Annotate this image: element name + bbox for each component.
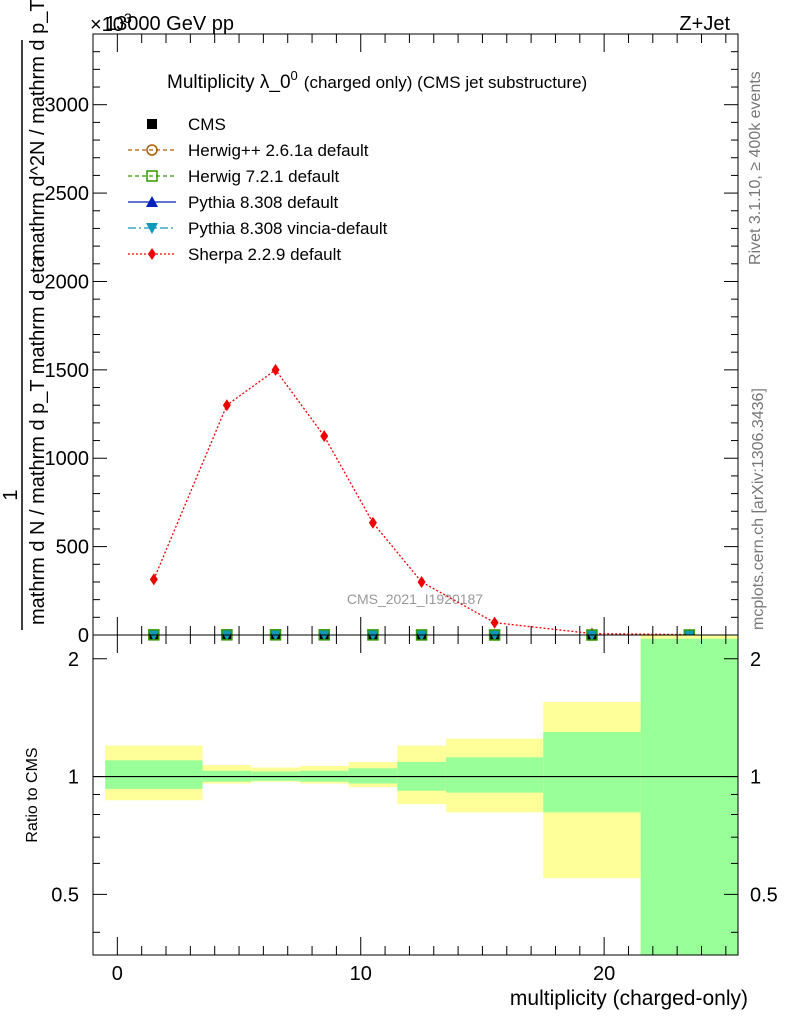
sherpa-point bbox=[490, 616, 499, 629]
ratio-y-tick-label-right: 1 bbox=[750, 767, 761, 789]
legend-marker bbox=[146, 144, 158, 156]
y-title-numerator: 1 bbox=[0, 489, 22, 500]
legend-marker bbox=[147, 119, 157, 129]
ratio-x-axis: 0 10 20 bbox=[92, 635, 727, 985]
main-y-tick-label: 3000 bbox=[45, 95, 90, 117]
legend-label: Pythia 8.308 vincia-default bbox=[188, 219, 388, 238]
ratio-x-tick-label: 20 bbox=[593, 963, 615, 985]
sherpa-point bbox=[320, 430, 329, 443]
legend-entry: CMS bbox=[147, 115, 226, 134]
legend-title: Multiplicity λ_00 (charged only) (CMS jet… bbox=[167, 68, 587, 93]
sherpa-point bbox=[149, 573, 158, 586]
ratio-y-axis: 0.5 0.5 1 1 2 2 bbox=[51, 649, 778, 933]
sherpa-point bbox=[417, 575, 426, 588]
sherpa-point bbox=[368, 516, 377, 529]
mcplots-label: mcplots.cern.ch [arXiv:1306.3436] bbox=[750, 388, 767, 630]
y-title-denominator: mathrm d N / mathrm d p_T mathrm d eta bbox=[27, 255, 49, 625]
main-y-tick-label: 1000 bbox=[45, 448, 90, 470]
ratio-y-tick-label-right: 2 bbox=[750, 649, 761, 671]
legend-marker bbox=[146, 196, 158, 207]
main-y-tick-label: 500 bbox=[56, 537, 89, 559]
legend-label: Pythia 8.308 default bbox=[188, 193, 339, 212]
legend: Multiplicity λ_00 (charged only) (CMS jet… bbox=[128, 68, 587, 264]
ratio-x-tick-label: 10 bbox=[350, 963, 372, 985]
legend-label: Sherpa 2.2.9 default bbox=[188, 245, 341, 264]
legend-marker bbox=[148, 248, 156, 260]
main-x-axis-ticks bbox=[92, 34, 727, 635]
process-title: 13000 GeV pp bbox=[105, 13, 234, 35]
legend-title-rest: (charged only) (CMS jet substructure) bbox=[304, 73, 587, 92]
ratio-stat-band bbox=[445, 757, 544, 793]
sherpa-line bbox=[153, 368, 690, 636]
ratio-stat-band bbox=[543, 731, 641, 813]
y-title-main: mathrm d^2N / mathrm d p_T mathrm d lamb… bbox=[27, 0, 49, 260]
legend-entry: Herwig 7.2.1 default bbox=[128, 167, 339, 186]
ratio-stat-band bbox=[348, 768, 398, 784]
ratio-y-tick-label: 1 bbox=[68, 767, 79, 789]
main-y-axis: 0 500 1000 1500 2000 2500 3000 bbox=[45, 33, 738, 647]
main-y-tick-label: 2500 bbox=[45, 183, 90, 205]
legend-entry: Pythia 8.308 vincia-default bbox=[128, 219, 388, 238]
main-y-tick-label: 1500 bbox=[45, 360, 90, 382]
ratio-y-tick-label: 2 bbox=[68, 649, 79, 671]
ratio-plot-frame bbox=[92, 634, 739, 956]
main-y-tick-label: 2000 bbox=[45, 271, 90, 293]
legend-marker bbox=[146, 223, 158, 234]
x-axis-title: multiplicity (charged-only) bbox=[510, 987, 748, 1010]
ratio-y-title: Ratio to CMS bbox=[24, 747, 41, 842]
legend-label: CMS bbox=[188, 115, 226, 134]
legend-label: Herwig++ 2.6.1a default bbox=[188, 141, 369, 160]
legend-label: Herwig 7.2.1 default bbox=[188, 167, 339, 186]
legend-marker bbox=[146, 170, 158, 182]
ratio-bands bbox=[105, 635, 738, 955]
legend-title-sup: 0 bbox=[291, 68, 298, 83]
channel-title: Z+Jet bbox=[679, 13, 730, 35]
rivet-label: Rivet 3.1.10, ≥ 400k events bbox=[747, 71, 764, 265]
main-y-tick-label: 0 bbox=[78, 625, 89, 647]
legend-entry: Pythia 8.308 default bbox=[128, 193, 339, 212]
ratio-stat-band bbox=[105, 760, 203, 789]
sherpa-point bbox=[271, 363, 280, 376]
exponent-label: ×103 bbox=[90, 10, 132, 36]
ratio-x-tick-label: 0 bbox=[112, 963, 123, 985]
watermark: CMS_2021_I1920187 bbox=[347, 591, 483, 607]
main-y-axis-title: 1 mathrm d N / mathrm d p_T mathrm d eta… bbox=[0, 0, 49, 630]
sherpa-point bbox=[222, 399, 231, 412]
legend-entry: Sherpa 2.2.9 default bbox=[128, 245, 341, 264]
ratio-stat-band bbox=[640, 638, 738, 955]
ratio-y-tick-label-right: 0.5 bbox=[750, 884, 778, 906]
ratio-y-tick-label: 0.5 bbox=[51, 884, 79, 906]
legend-entry: Herwig++ 2.6.1a default bbox=[128, 141, 369, 160]
exponent-power: 3 bbox=[124, 10, 132, 26]
